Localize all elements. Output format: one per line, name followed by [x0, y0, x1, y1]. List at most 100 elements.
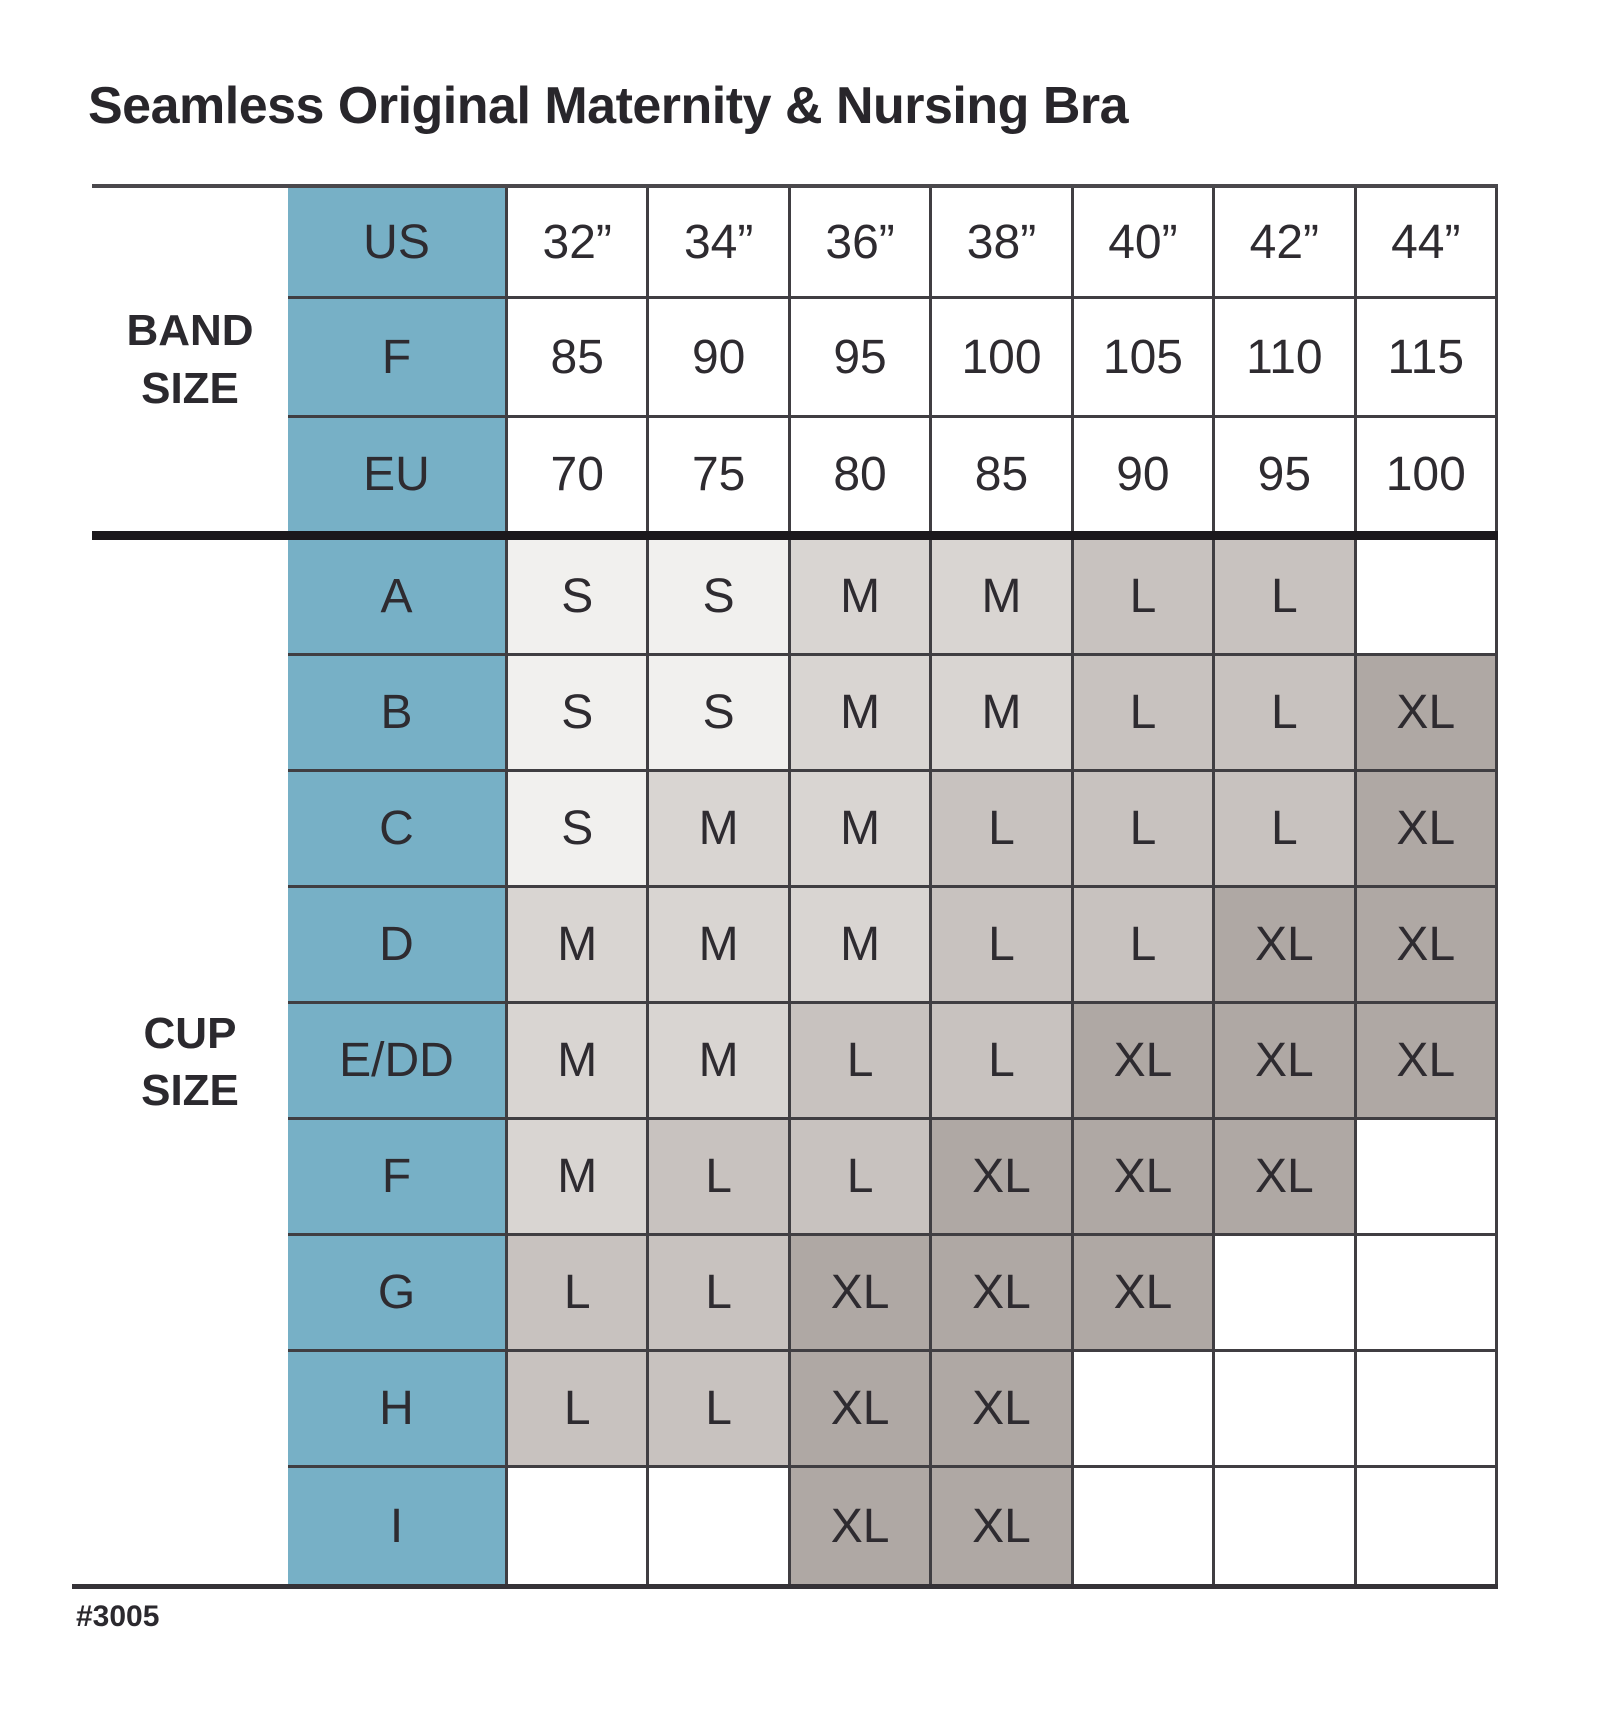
cup-size-cell: XL — [1356, 1004, 1498, 1120]
cup-size-cell: S — [508, 540, 650, 656]
band-value-cell: 105 — [1073, 299, 1216, 418]
band-value-cell: 95 — [1215, 418, 1357, 531]
cup-size-label: CUP SIZE — [141, 1008, 239, 1115]
page-title: Seamless Original Maternity & Nursing Br… — [88, 77, 1129, 135]
cup-size-cell: M — [790, 656, 933, 772]
cup-size-row-label: B — [288, 656, 508, 772]
cup-size-cell: L — [1215, 540, 1357, 656]
cup-size-cell: M — [508, 1120, 650, 1236]
band-value-cell: 36” — [790, 188, 933, 299]
band-value-cell: 38” — [932, 188, 1074, 299]
cup-size-cell: S — [649, 540, 791, 656]
cup-size-cell — [1356, 1120, 1498, 1236]
band-value-cell: 70 — [508, 418, 650, 531]
cup-size-row-label: C — [288, 772, 508, 888]
cup-size-cell — [1356, 1352, 1498, 1468]
band-value-cell: 100 — [932, 299, 1074, 418]
cup-size-row-label: I — [288, 1468, 508, 1584]
cup-size-cell: XL — [932, 1236, 1074, 1352]
cup-size-row-label: F — [288, 1120, 508, 1236]
cup-size-cell: XL — [932, 1352, 1074, 1468]
band-value-cell: 40” — [1073, 188, 1216, 299]
cup-size-cell: L — [1073, 888, 1216, 1004]
cup-size-cell — [1215, 1236, 1357, 1352]
product-number: #3005 — [76, 1600, 160, 1633]
bottom-rule — [72, 1584, 1498, 1589]
cup-size-cell: XL — [1073, 1120, 1216, 1236]
top-rule — [92, 184, 1498, 188]
band-size-section: BAND SIZE US 32” 34” 36” 38” 40” 42” 44” F 85 90 95… — [92, 188, 1498, 531]
cup-size-row-label: G — [288, 1236, 508, 1352]
cup-size-cell: XL — [1356, 888, 1498, 1004]
cup-size-cell: M — [790, 888, 933, 1004]
cup-size-cell: L — [1215, 656, 1357, 772]
section-divider-rule — [92, 531, 1498, 540]
cup-size-cell: XL — [790, 1236, 933, 1352]
cup-size-cell: M — [508, 888, 650, 1004]
band-value-cell: 90 — [1073, 418, 1216, 531]
cup-size-cell: XL — [790, 1468, 933, 1584]
cup-size-cell: XL — [1215, 1004, 1357, 1120]
cup-size-cell: XL — [790, 1352, 933, 1468]
band-size-row-label: US — [288, 188, 508, 299]
cup-size-cell — [1215, 1468, 1357, 1584]
band-value-cell: 110 — [1215, 299, 1357, 418]
band-value-cell: 100 — [1356, 418, 1498, 531]
cup-size-cell: S — [649, 656, 791, 772]
band-value-cell: 95 — [790, 299, 933, 418]
cup-size-cell: S — [508, 772, 650, 888]
band-value-cell: 75 — [649, 418, 791, 531]
cup-size-cell — [1073, 1352, 1216, 1468]
cup-size-row-label: H — [288, 1352, 508, 1468]
cup-size-cell: L — [932, 772, 1074, 888]
cup-size-cell: XL — [1215, 1120, 1357, 1236]
cup-size-cell — [649, 1468, 791, 1584]
cup-size-cell: L — [932, 888, 1074, 1004]
cup-size-cell: M — [508, 1004, 650, 1120]
band-value-cell: 34” — [649, 188, 791, 299]
size-chart: BAND SIZE US 32” 34” 36” 38” 40” 42” 44” F 85 90 95… — [72, 184, 1498, 1589]
cup-size-cell — [1356, 1236, 1498, 1352]
cup-size-cell: L — [649, 1120, 791, 1236]
cup-size-cell: XL — [1073, 1236, 1216, 1352]
cup-size-cell: XL — [1215, 888, 1357, 1004]
band-value-cell: 85 — [932, 418, 1074, 531]
cup-size-cell: XL — [1356, 656, 1498, 772]
band-size-row-label: F — [288, 299, 508, 418]
cup-size-cell: M — [790, 540, 933, 656]
cup-size-cell: XL — [932, 1120, 1074, 1236]
cup-size-cell — [1215, 1352, 1357, 1468]
cup-size-cell — [508, 1468, 650, 1584]
band-value-cell: 42” — [1215, 188, 1357, 299]
cup-size-cell: XL — [1356, 772, 1498, 888]
cup-size-cell: L — [649, 1352, 791, 1468]
cup-size-row-label: A — [288, 540, 508, 656]
band-value-cell: 32” — [508, 188, 650, 299]
band-value-cell: 115 — [1356, 299, 1498, 418]
cup-size-cell — [1356, 540, 1498, 656]
cup-size-cell: M — [932, 540, 1074, 656]
cup-size-cell: M — [649, 888, 791, 1004]
cup-size-cell: M — [649, 772, 791, 888]
band-value-cell: 90 — [649, 299, 791, 418]
cup-size-cell: L — [790, 1004, 933, 1120]
cup-size-cell: L — [1073, 656, 1216, 772]
cup-size-cell: M — [649, 1004, 791, 1120]
band-size-row-label: EU — [288, 418, 508, 531]
cup-size-row-label: E/DD — [288, 1004, 508, 1120]
cup-size-cell: XL — [932, 1468, 1074, 1584]
cup-size-cell: XL — [1073, 1004, 1216, 1120]
cup-size-cell: S — [508, 656, 650, 772]
cup-size-cell: M — [932, 656, 1074, 772]
cup-size-cell: L — [649, 1236, 791, 1352]
band-value-cell: 80 — [790, 418, 933, 531]
cup-size-cell: L — [1073, 772, 1216, 888]
cup-size-cell: L — [790, 1120, 933, 1236]
cup-size-row-label: D — [288, 888, 508, 1004]
cup-size-section: CUP SIZE A S S M M L L B S S M M L L XL C S M M L L L XL D M M M L L… — [92, 540, 1498, 1584]
band-size-label: BAND SIZE — [126, 306, 254, 413]
cup-size-cell — [1073, 1468, 1216, 1584]
cup-size-cell: L — [508, 1236, 650, 1352]
band-value-cell: 44” — [1356, 188, 1498, 299]
band-value-cell: 85 — [508, 299, 650, 418]
